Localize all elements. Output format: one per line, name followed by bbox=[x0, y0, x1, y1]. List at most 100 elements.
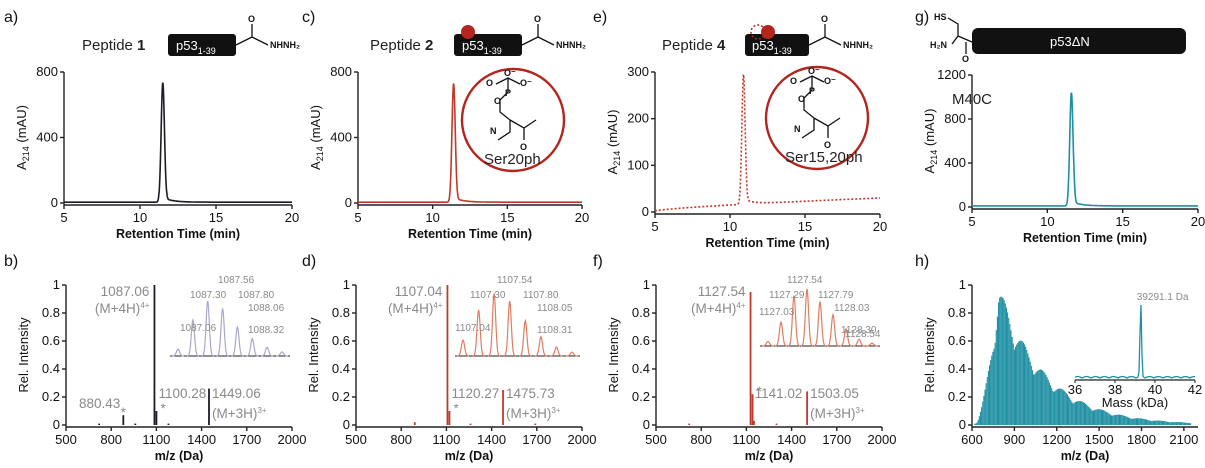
phospho-p: P bbox=[505, 88, 511, 98]
x-tick-label: 800 bbox=[690, 432, 712, 447]
phospho-o-right: O⁻ bbox=[824, 76, 836, 86]
y-axis-label: A214 (mAU) bbox=[14, 105, 31, 170]
inset-peak-label: 1087.30 bbox=[190, 290, 227, 301]
inset-x-label: Mass (kDa) bbox=[1102, 395, 1168, 410]
ion-text: (M+3H) bbox=[506, 406, 551, 421]
phospho-o: O⁻ bbox=[504, 68, 516, 78]
y-axis-label-sub: 214 bbox=[21, 146, 31, 161]
inset-tick-label: 36 bbox=[1068, 382, 1082, 397]
panel-f: f) 500 800 1100 1400 1700 2000 0 0.2 0.4 0.6 0.8 1 m… bbox=[593, 253, 896, 463]
chromatogram-trace bbox=[972, 92, 1198, 207]
x-tick-label: 600 bbox=[961, 432, 983, 447]
panel-c-title-prefix: Peptide bbox=[370, 37, 425, 54]
x-axis-label: m/z (Da) bbox=[155, 449, 204, 463]
peptide-box bbox=[454, 34, 522, 56]
ion-charge: 3+ bbox=[551, 406, 560, 415]
inset-isotope-peak bbox=[566, 351, 578, 357]
x-tick-label: 1700 bbox=[232, 432, 261, 447]
x-tick-label: 1100 bbox=[142, 432, 170, 447]
inset-peak-label: 1127.03 bbox=[759, 307, 795, 318]
hydrazide-label: NHNH₂ bbox=[270, 40, 300, 50]
mass-spectrum-b: 500 800 1100 1400 1700 2000 0 0.2 0.4 0.6 0.8 1 m/z … bbox=[16, 275, 306, 463]
inset-peak-label: 1088.32 bbox=[248, 325, 285, 336]
x-tick-label: 1700 bbox=[522, 432, 551, 447]
y-tick-label: 0.6 bbox=[632, 333, 650, 348]
hydrazide-label: NHNH₂ bbox=[843, 40, 873, 50]
x-tick-label: 20 bbox=[285, 210, 299, 225]
x-tick-label: 2000 bbox=[568, 432, 597, 447]
panel-e-title-num: 4 bbox=[717, 37, 726, 54]
x-tick-label: 2000 bbox=[278, 432, 307, 447]
x-tick-label: 2000 bbox=[868, 432, 897, 447]
carbonyl-o-ser: O bbox=[824, 140, 831, 150]
inset-tick-label: 42 bbox=[1188, 382, 1202, 397]
y-tick-label: 1 bbox=[643, 277, 650, 292]
ion-charge: 4+ bbox=[736, 301, 745, 310]
y-tick-label: 0.2 bbox=[42, 389, 60, 404]
inset-peak-label: 1087.80 bbox=[238, 290, 275, 301]
phospho-p: P bbox=[809, 86, 815, 96]
y-axis-label: Rel. Intensity bbox=[306, 317, 321, 393]
inset-isotope-peak bbox=[503, 300, 516, 357]
peak3-ion-label: (M+3H)3+ bbox=[810, 406, 865, 421]
panel-c: c) Peptide 2 p531-39 O NHNH₂ 5 10 15 20 0 400… bbox=[302, 9, 589, 241]
y-axis-label: A214 (mAU) bbox=[922, 109, 939, 174]
asterisk: * bbox=[121, 405, 127, 420]
y-axis-label-main: A bbox=[922, 164, 937, 173]
panel-h-label: h) bbox=[915, 253, 929, 270]
y-tick-label: 0.4 bbox=[948, 361, 966, 376]
inset-peak-label: 1108.31 bbox=[537, 325, 573, 336]
y-axis-label-unit: (mAU) bbox=[922, 109, 937, 150]
chromatogram-g: 5 10 15 20 0 400 800 1200 Retention Time (min) A2… bbox=[922, 67, 1205, 245]
mass-spectrum-h: 600 900 1200 1500 1800 2100 0 0.2 0.4 0.6 0.8 1 m/z … bbox=[922, 277, 1202, 463]
main-ion-label: (M+4H)4+ bbox=[388, 301, 443, 316]
asterisk: * bbox=[757, 384, 763, 399]
cysteine-bonds bbox=[947, 17, 973, 54]
y-tick-label: 1200 bbox=[937, 67, 966, 82]
x-axis-label: Retention Time (min) bbox=[1023, 231, 1147, 245]
panel-f-label: f) bbox=[593, 253, 603, 270]
thiol-label: HS bbox=[934, 12, 947, 22]
y-tick-label: 100 bbox=[627, 157, 649, 172]
x-tick-label: 10 bbox=[425, 210, 439, 225]
y-tick-label: 0 bbox=[345, 195, 352, 210]
x-tick-label: 1400 bbox=[777, 432, 806, 447]
inset-isotope-peak bbox=[826, 312, 840, 347]
carbonyl-o: O bbox=[534, 14, 541, 24]
x-tick-label: 10 bbox=[723, 219, 737, 234]
inset-peak-label: 1128.54 bbox=[845, 329, 881, 340]
pep-sub: 1-39 bbox=[484, 46, 502, 56]
y-tick-label: 0.2 bbox=[948, 389, 966, 404]
x-tick-label: 5 bbox=[354, 210, 361, 225]
y-axis-label: A214 (mAU) bbox=[308, 105, 325, 170]
inset-peak-label: 1128.30 bbox=[841, 325, 877, 336]
ion-text: (M+4H) bbox=[95, 301, 140, 316]
main-peak-label: 1087.06 bbox=[101, 284, 150, 299]
inset-peak-label: 1127.54 bbox=[787, 275, 823, 286]
y-tick-label: 0.6 bbox=[948, 333, 966, 348]
y-axis-label-unit: (mAU) bbox=[14, 105, 29, 146]
panel-a-title: Peptide 1 bbox=[82, 37, 145, 54]
y-tick-label: 0.6 bbox=[332, 333, 350, 348]
ion-text: (M+4H) bbox=[691, 301, 736, 316]
inset-peak-label: 1107.54 bbox=[497, 275, 533, 286]
x-tick-label: 900 bbox=[1004, 432, 1026, 447]
x-tick-label: 20 bbox=[873, 219, 887, 234]
y-tick-label: 0 bbox=[51, 195, 58, 210]
y-tick-label: 1 bbox=[343, 277, 350, 292]
peak3-label: 1503.05 bbox=[810, 386, 859, 401]
hydrazide-label: NHNH₂ bbox=[556, 40, 586, 50]
y-tick-label: 0.8 bbox=[632, 305, 650, 320]
inset-isotope-peak bbox=[261, 346, 274, 357]
y-axis-label-unit: (mAU) bbox=[308, 105, 323, 146]
y-axis-label-sub: 214 bbox=[929, 150, 939, 165]
panel-e-title-prefix: Peptide bbox=[662, 37, 717, 54]
inset-peak-label: 1127.29 bbox=[769, 290, 805, 301]
inset-isotope-peak bbox=[216, 308, 229, 357]
ion-charge: 4+ bbox=[140, 301, 149, 310]
y-tick-label: 800 bbox=[330, 64, 352, 79]
peak-label-880: 880.43 bbox=[79, 396, 120, 411]
y-tick-label: 200 bbox=[627, 111, 649, 126]
phospho-dot bbox=[761, 25, 775, 39]
